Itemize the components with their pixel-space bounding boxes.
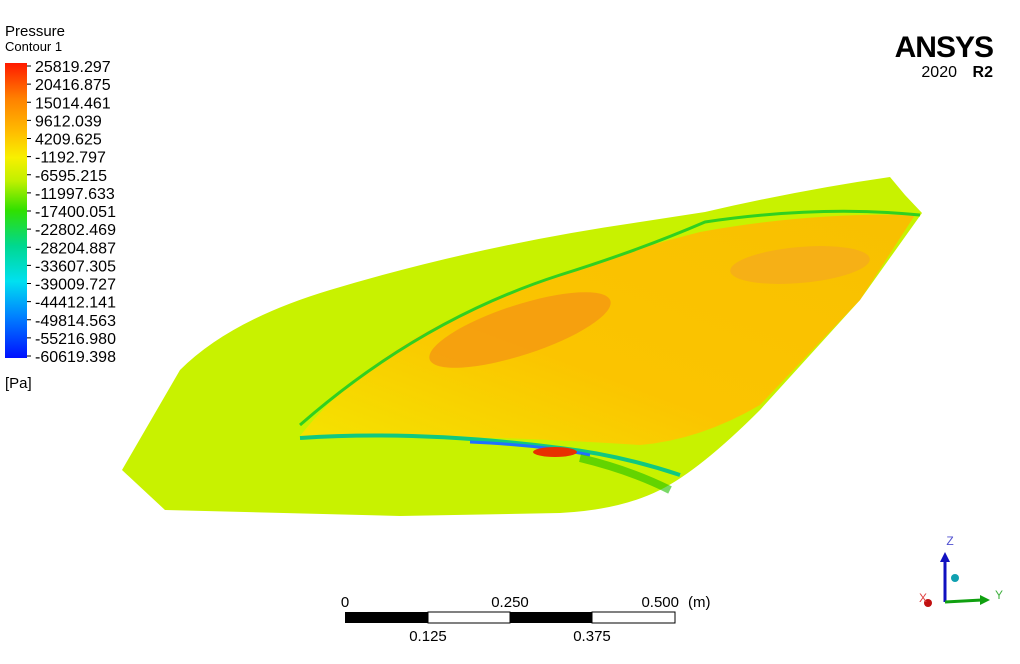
logo-release: R2 — [973, 64, 994, 81]
scale-label: 0.125 — [409, 628, 447, 645]
legend-level: -1192.797 — [35, 150, 106, 167]
scale-segment — [345, 612, 428, 623]
low-pressure-zone — [469, 440, 591, 457]
wake-zone — [579, 454, 672, 494]
legend-level: -44412.141 — [35, 295, 116, 312]
scale-label: 0.500 — [641, 594, 679, 611]
stagnation-zone — [533, 447, 577, 457]
scale-label: 0.375 — [573, 628, 611, 645]
color-bar — [5, 63, 27, 358]
axis-label: Z — [946, 534, 953, 548]
leading-edge — [299, 209, 921, 427]
scale-label: 0 — [341, 594, 349, 611]
contour-plot — [122, 177, 922, 516]
logo-version: 2020 — [921, 64, 957, 81]
legend-level: 9612.039 — [35, 113, 102, 130]
legend-level: -28204.887 — [35, 240, 116, 257]
scale-segment — [510, 612, 592, 623]
high-pressure-zone — [730, 246, 870, 284]
scale-segment — [427, 611, 511, 624]
legend-level: 20416.875 — [35, 77, 111, 94]
axis-label: X — [919, 591, 927, 605]
legend-level: -39009.727 — [35, 277, 116, 294]
scale-unit: (m) — [688, 594, 711, 611]
legend-level: -11997.633 — [35, 186, 115, 203]
legend-level: 15014.461 — [35, 95, 111, 112]
legend-level: -6595.215 — [35, 168, 107, 185]
legend-level: -49814.563 — [35, 313, 116, 330]
legend-title: Pressure — [5, 23, 65, 40]
legend-level: -22802.469 — [35, 222, 116, 239]
legend-level: -60619.398 — [35, 349, 116, 366]
scale-label: 0.250 — [491, 594, 529, 611]
trailing-edge — [299, 433, 681, 477]
high-pressure-zone — [429, 292, 611, 368]
legend-level: -33607.305 — [35, 258, 116, 275]
logo-brand: ANSYS — [895, 31, 993, 64]
axis-triad: Z Y X — [919, 534, 1003, 607]
legend-level: -55216.980 — [35, 331, 116, 348]
legend-level: 25819.297 — [35, 59, 111, 76]
legend-unit: [Pa] — [5, 375, 32, 392]
legend-level: -17400.051 — [35, 204, 116, 221]
axis-label: Y — [995, 588, 1003, 602]
legend-level: 4209.625 — [35, 132, 102, 149]
scale-segment — [591, 611, 676, 624]
legend-subtitle: Contour 1 — [5, 39, 62, 54]
